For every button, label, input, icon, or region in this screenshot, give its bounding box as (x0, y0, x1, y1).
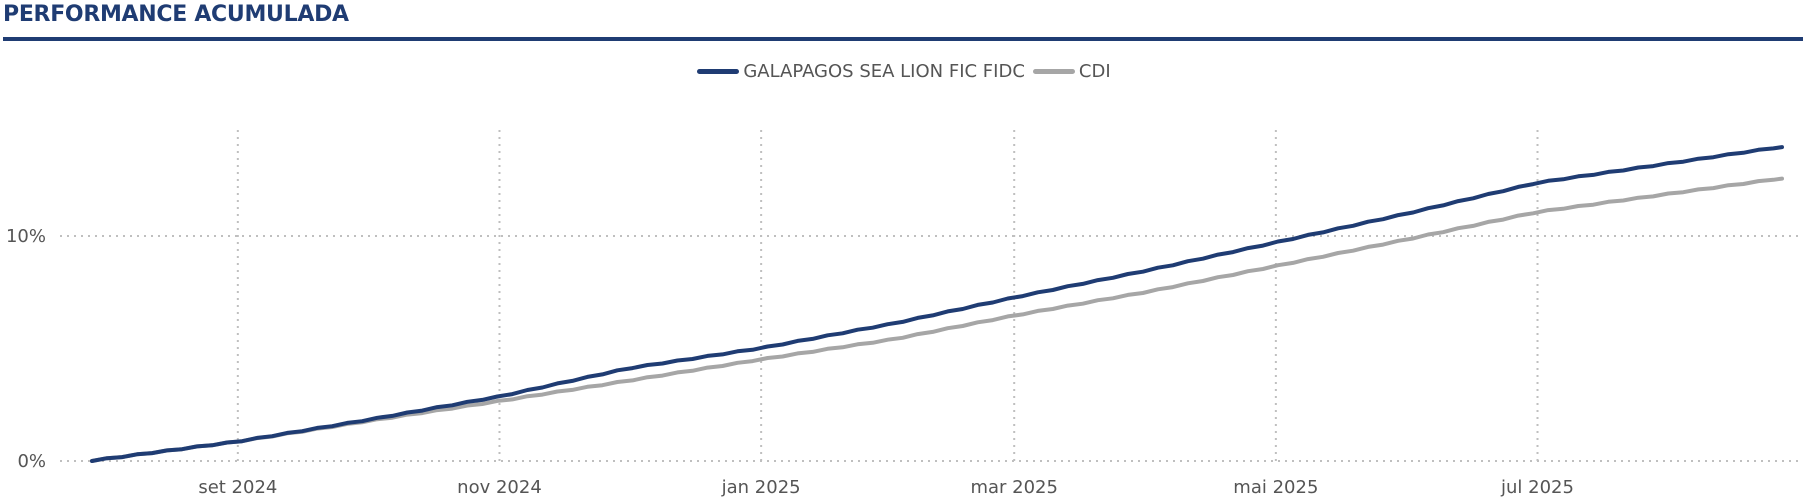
chart-legend: GALAPAGOS SEA LION FIC FIDC CDI (0, 56, 1808, 86)
legend-label-cdi: CDI (1078, 60, 1111, 82)
x-tick-label: mai 2025 (1233, 477, 1318, 498)
x-tick-label: set 2024 (198, 477, 277, 498)
legend-item-galapagos[interactable]: GALAPAGOS SEA LION FIC FIDC (697, 61, 1025, 82)
x-tick-label: jul 2025 (1500, 477, 1574, 498)
chart-header: PERFORMANCE ACUMULADA (3, 0, 1803, 44)
y-tick-label: 0% (17, 451, 46, 472)
x-tick-label: mar 2025 (970, 477, 1058, 498)
x-tick-label: jan 2025 (721, 477, 801, 498)
y-tick-label: 10% (6, 226, 46, 247)
x-tick-label: nov 2024 (457, 477, 542, 498)
series-line-galapagos (90, 145, 1784, 463)
legend-item-cdi[interactable]: CDI (1032, 60, 1111, 82)
chart-title: PERFORMANCE ACUMULADA (3, 2, 349, 27)
series-line-cdi (90, 176, 1784, 463)
legend-swatch-galapagos (697, 68, 740, 74)
title-underline (3, 37, 1803, 41)
legend-swatch-cdi (1032, 68, 1075, 74)
legend-label-galapagos: GALAPAGOS SEA LION FIC FIDC (743, 60, 1025, 82)
